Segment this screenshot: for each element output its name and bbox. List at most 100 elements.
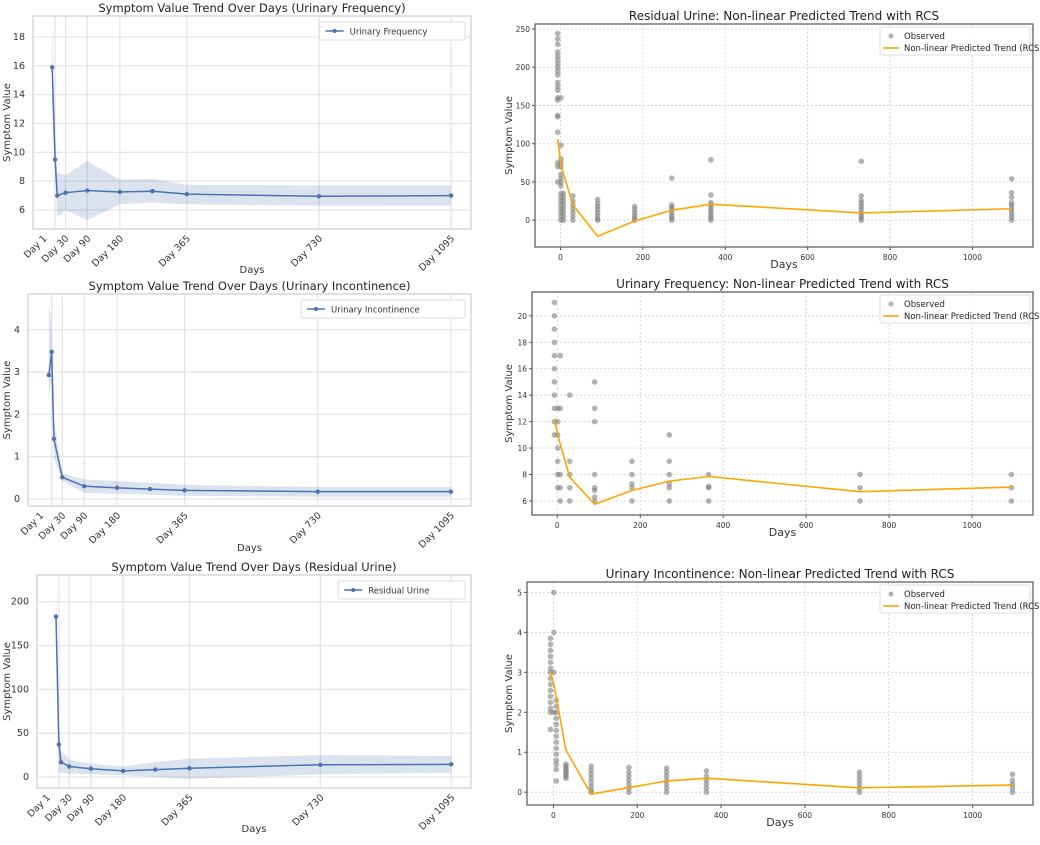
observed-point (557, 405, 564, 412)
x-axis-label: Days (240, 265, 265, 276)
observed-point (551, 629, 557, 636)
legend-label: Urinary Frequency (350, 28, 428, 38)
observed-point (557, 471, 564, 478)
observed-point (551, 339, 558, 346)
x-tick-label: Day 730 (289, 233, 325, 269)
observed-point (626, 781, 632, 788)
observed-point (551, 392, 558, 398)
observed-point (560, 209, 567, 216)
y-tick-label: 14 (13, 90, 25, 101)
confidence-band (48, 302, 451, 497)
observed-point (547, 653, 554, 660)
observed-point (554, 41, 561, 48)
data-point (63, 190, 68, 195)
data-point (60, 475, 65, 480)
observed-point (856, 781, 863, 788)
observed-point (566, 484, 573, 491)
observed-point (705, 498, 712, 504)
observed-point (588, 783, 594, 790)
observed-point (554, 83, 561, 90)
observed-point (858, 158, 865, 165)
y-tick-label: 150 (11, 641, 29, 652)
y-tick-label: 0 (525, 216, 530, 225)
y-axis-label: Symptom Value (2, 361, 13, 440)
observed-point (547, 699, 554, 706)
data-point (448, 193, 454, 198)
x-tick-label: 1000 (962, 521, 981, 530)
observed-point (551, 313, 558, 319)
data-point (88, 766, 94, 771)
x-tick-label: Day 365 (157, 233, 193, 269)
observed-point (703, 785, 710, 792)
rcs-trend-line (553, 418, 1012, 506)
observed-point (554, 30, 561, 37)
data-point (120, 768, 126, 774)
observed-point (666, 432, 673, 438)
observed-point (551, 589, 557, 596)
observed-point (626, 773, 632, 780)
observed-point (557, 352, 564, 359)
x-tick-label: Day 180 (90, 233, 126, 269)
y-tick-label: 18 (517, 338, 527, 347)
observed-point (570, 213, 576, 220)
observed-point (858, 192, 865, 199)
y-tick-label: 20 (517, 312, 527, 321)
observed-point (663, 769, 670, 776)
observed-point (551, 365, 558, 372)
legend-box (300, 299, 466, 319)
observed-point (547, 681, 554, 688)
x-tick-label: Day 1095 (417, 510, 457, 550)
y-tick-label: 16 (517, 365, 527, 374)
y-axis-label: Symptom Value (504, 364, 515, 443)
data-point (51, 436, 57, 442)
observed-point (553, 733, 560, 740)
observed-point (1009, 777, 1016, 784)
observed-point (626, 789, 632, 796)
observed-point (626, 777, 632, 784)
observed-point (666, 471, 673, 478)
observed-point (547, 647, 554, 654)
legend-label: Non-linear Predicted Trend (RCS) (904, 312, 1040, 322)
observed-point (554, 79, 561, 86)
y-tick-label: 250 (516, 25, 531, 34)
observed-point (1008, 217, 1015, 224)
y-tick-label: 1 (14, 452, 20, 463)
observed-point (560, 202, 567, 208)
data-point (85, 188, 90, 193)
observed-point (551, 326, 558, 332)
observed-point (554, 445, 561, 451)
observed-point (566, 498, 573, 504)
observed-point (1008, 189, 1015, 196)
observed-point (856, 769, 863, 776)
observed-point (663, 781, 670, 788)
data-point (147, 486, 153, 492)
y-tick-label: 200 (516, 63, 531, 72)
data-point (58, 759, 64, 765)
confidence-band (52, 25, 452, 221)
observed-point (558, 179, 564, 185)
chart-title: Symptom Value Trend Over Days (Urinary F… (98, 1, 405, 15)
observed-point (666, 480, 673, 487)
observed-point (553, 757, 560, 764)
observed-point (554, 52, 561, 59)
legend-dot-marker (351, 588, 356, 592)
x-tick-label: 200 (630, 811, 645, 820)
y-tick-label: 10 (517, 444, 527, 453)
data-point (52, 157, 58, 162)
data-point (150, 189, 155, 194)
y-axis-label: Symptom Value (2, 642, 13, 721)
observed-point (553, 715, 560, 722)
data-point (182, 488, 187, 493)
observed-point (554, 129, 561, 136)
observed-point (705, 484, 712, 491)
observed-point (668, 217, 675, 224)
y-tick-label: 3 (517, 668, 522, 677)
observed-point (547, 665, 554, 672)
y-axis-label: Symptom Value (504, 96, 515, 175)
x-tick-label: 600 (801, 253, 816, 262)
legend-label: Observed (904, 300, 945, 310)
observed-point (547, 659, 554, 666)
observed-point (1008, 176, 1015, 182)
x-tick-label: Day 730 (288, 510, 324, 546)
